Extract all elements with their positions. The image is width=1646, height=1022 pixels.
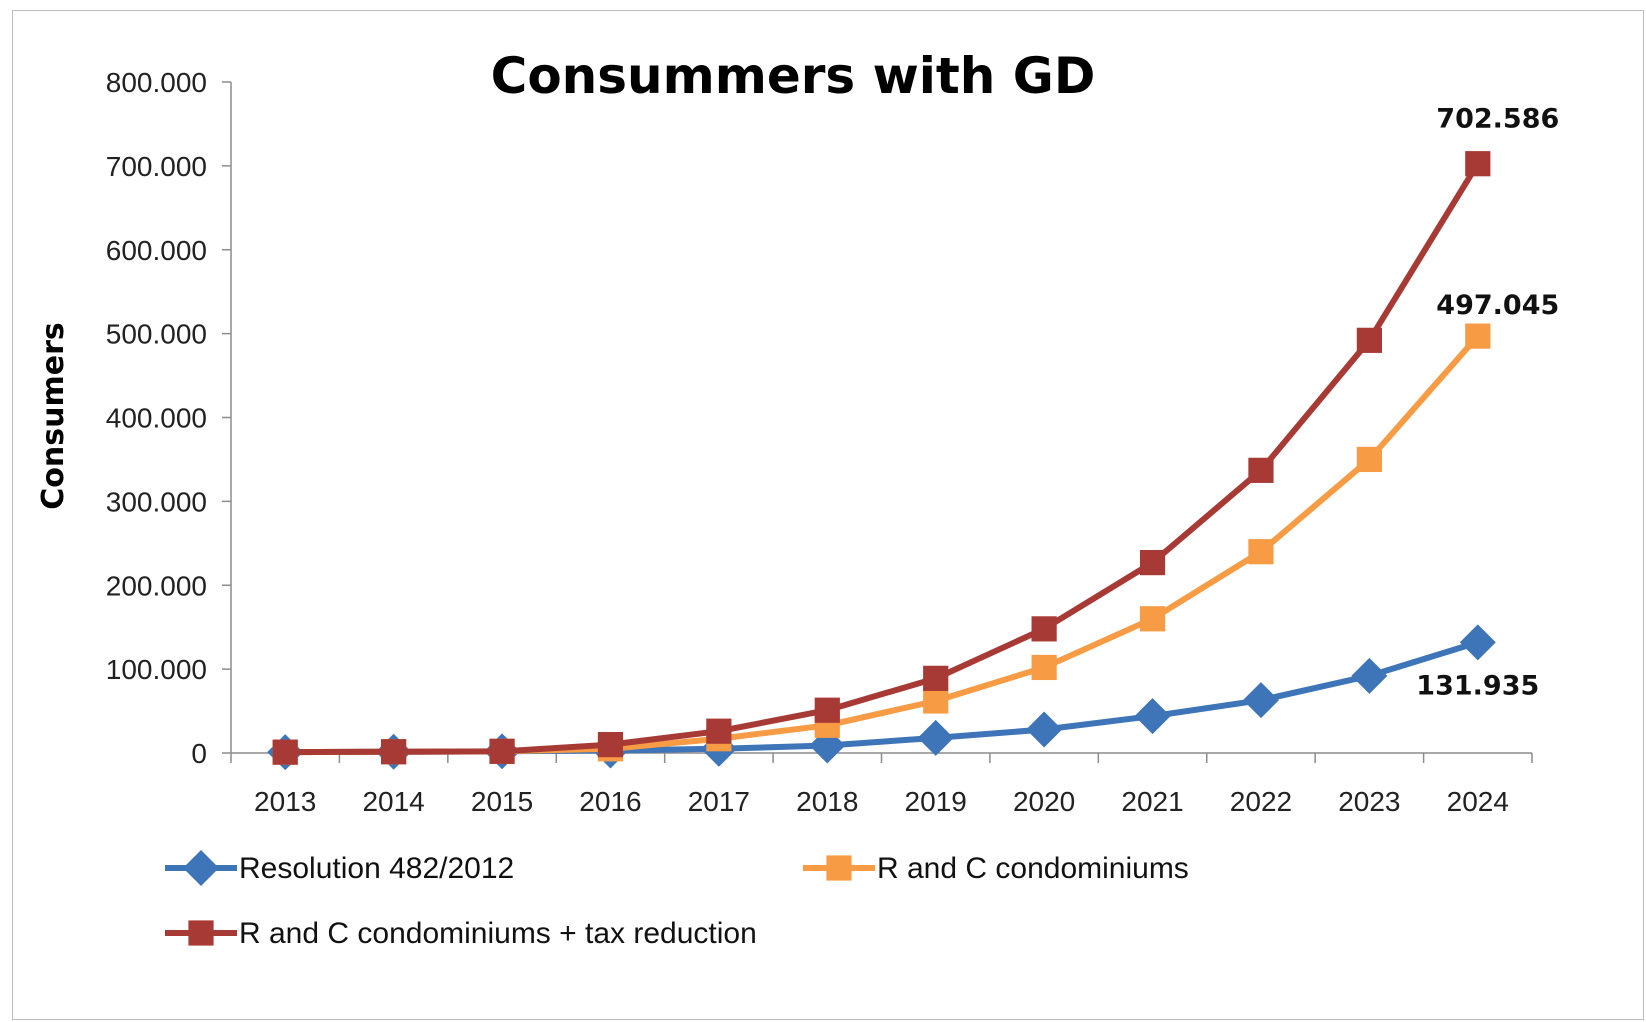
series-2 bbox=[272, 323, 1491, 765]
legend-marker bbox=[826, 855, 852, 881]
x-tick-label: 2024 bbox=[1447, 786, 1509, 817]
data-point bbox=[272, 739, 298, 765]
y-tick-label: 200.000 bbox=[106, 570, 207, 601]
data-point bbox=[1139, 550, 1166, 576]
data-point bbox=[1031, 654, 1057, 681]
y-tick-label: 0 bbox=[191, 738, 207, 769]
legend-marker bbox=[183, 850, 219, 886]
data-point bbox=[923, 688, 949, 714]
axes: 0 100.000 200.000 300.000 400.000 500.000 600.… bbox=[106, 67, 1533, 817]
data-point bbox=[489, 738, 515, 764]
legend-label: R and C condominiums bbox=[877, 852, 1189, 885]
x-tick-label: 2022 bbox=[1230, 786, 1292, 817]
legend-label: R and C condominiums + tax reduction bbox=[239, 917, 757, 950]
data-point bbox=[1031, 616, 1057, 642]
y-tick-label: 400.000 bbox=[106, 403, 207, 434]
y-tick-label: 800.000 bbox=[106, 67, 207, 98]
x-tick-label: 2013 bbox=[254, 786, 316, 817]
data-point bbox=[1465, 151, 1491, 177]
y-tick-label: 600.000 bbox=[106, 235, 207, 266]
data-point bbox=[597, 732, 624, 758]
line-chart: Consummers with GD Consumers 0 100.000 200… bbox=[36, 47, 1559, 950]
data-point bbox=[706, 718, 732, 744]
data-point bbox=[917, 719, 954, 756]
legend: Resolution 482/2012 R and C condominiums R… bbox=[165, 850, 1189, 950]
y-tick-label: 100.000 bbox=[106, 654, 207, 685]
data-point bbox=[1459, 624, 1496, 661]
data-point bbox=[923, 665, 949, 691]
x-tick-label: 2020 bbox=[1013, 786, 1075, 817]
y-tick-label: 700.000 bbox=[106, 151, 207, 182]
legend-marker bbox=[188, 920, 214, 946]
legend-item: Resolution 482/2012 bbox=[165, 850, 514, 886]
data-point bbox=[1351, 657, 1388, 694]
data-point bbox=[1134, 698, 1171, 735]
series-line bbox=[285, 162, 1481, 756]
x-tick-label: 2016 bbox=[579, 786, 641, 817]
data-point bbox=[381, 739, 407, 765]
legend-label: Resolution 482/2012 bbox=[239, 852, 514, 885]
data-point bbox=[1242, 682, 1279, 719]
data-point bbox=[1139, 606, 1166, 632]
data-label: 497.045 bbox=[1436, 290, 1559, 321]
series-3 bbox=[272, 151, 1491, 765]
data-labels: 131.935 497.045 702.586 bbox=[1416, 104, 1559, 702]
data-point bbox=[1026, 711, 1063, 748]
data-point bbox=[1248, 539, 1274, 565]
data-point bbox=[814, 697, 840, 723]
chart-frame: Consummers with GD Consumers 0 100.000 200… bbox=[12, 10, 1644, 1020]
x-tick-label: 2014 bbox=[362, 786, 424, 817]
x-tick-label: 2017 bbox=[688, 786, 750, 817]
legend-item: R and C condominiums bbox=[803, 852, 1189, 885]
y-tick-label: 500.000 bbox=[106, 319, 207, 350]
x-tick-label: 2021 bbox=[1121, 786, 1183, 817]
data-label: 702.586 bbox=[1436, 104, 1559, 135]
data-point bbox=[1248, 457, 1274, 483]
x-tick-label: 2023 bbox=[1338, 786, 1400, 817]
data-label: 131.935 bbox=[1416, 670, 1539, 701]
y-axis-label: Consumers bbox=[36, 322, 71, 509]
legend-item: R and C condominiums + tax reduction bbox=[165, 917, 757, 950]
x-tick-label: 2019 bbox=[905, 786, 967, 817]
x-tick-label: 2015 bbox=[471, 786, 533, 817]
data-point bbox=[1356, 327, 1382, 353]
data-point bbox=[1465, 323, 1491, 349]
chart-title: Consummers with GD bbox=[491, 47, 1096, 105]
y-tick-label: 300.000 bbox=[106, 486, 207, 517]
plot-area bbox=[267, 151, 1496, 771]
data-point bbox=[1356, 446, 1382, 473]
x-tick-label: 2018 bbox=[796, 786, 858, 817]
